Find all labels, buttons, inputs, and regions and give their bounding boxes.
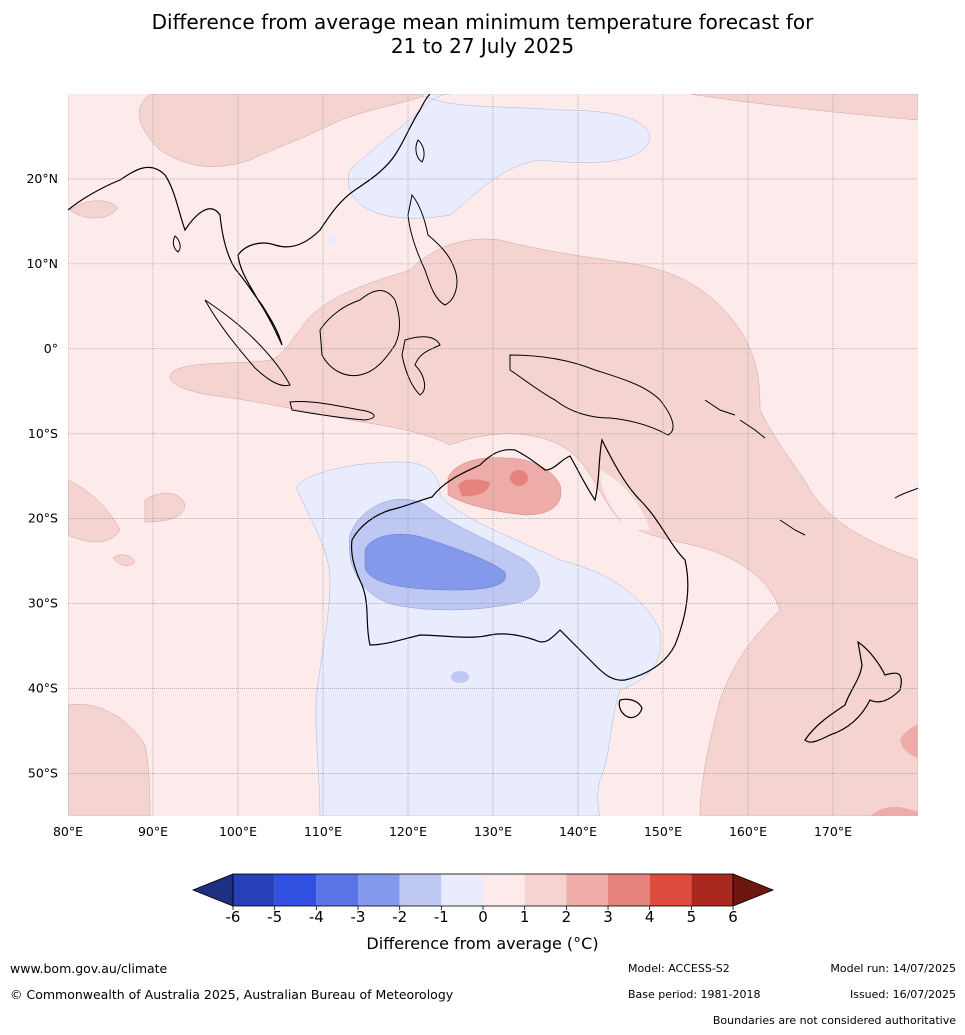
- colorbar-tick-label: 5: [687, 908, 697, 926]
- colorbar-labels: -6 -5 -4 -3 -2 -1 0 1 2 3 4 5 6: [226, 908, 738, 926]
- colorbar-segment: [441, 874, 484, 906]
- colorbar-tick-label: -3: [351, 908, 366, 926]
- title-line-1: Difference from average mean minimum tem…: [151, 10, 814, 34]
- latitude-tick-label: 40°S: [28, 681, 58, 696]
- map-title: Difference from average mean minimum tem…: [0, 10, 965, 58]
- footer-model: Model: ACCESS-S2: [628, 962, 730, 975]
- colorbar-tick-label: -6: [226, 908, 241, 926]
- java-outline: [289, 401, 375, 421]
- colorbar-segment: [316, 874, 359, 906]
- footer-model-run: Model run: 14/07/2025: [830, 962, 956, 975]
- colorbar-extend-low: [191, 873, 234, 907]
- colorbar-tick-label: 1: [520, 908, 530, 926]
- colorbar-segment: [358, 874, 400, 906]
- colorbar-tick-label: 2: [562, 908, 572, 926]
- latitude-tick-label: 30°S: [28, 596, 58, 611]
- longitude-tick-label: 130°E: [474, 824, 512, 839]
- latitude-tick-label: 50°S: [28, 766, 58, 781]
- anomaly-band-1-2: [68, 94, 918, 816]
- footer-base-period: Base period: 1981-2018: [628, 988, 761, 1001]
- colorbar-tick-label: -4: [309, 908, 324, 926]
- map-area: [68, 94, 918, 816]
- latitude-tick-label: 10°N: [26, 256, 58, 271]
- latitude-tick-label: 0°: [44, 341, 58, 356]
- taiwan-outline: [415, 139, 425, 163]
- colorbar-segment: [483, 874, 525, 906]
- latitude-tick-label: 10°S: [28, 426, 58, 441]
- colorbar-segment: [399, 874, 442, 906]
- longitude-tick-label: 90°E: [138, 824, 168, 839]
- latitude-labels: 20°N 10°N 0° 10°S 20°S 30°S 40°S 50°S: [26, 171, 58, 781]
- colorbar-segment: [608, 874, 650, 906]
- colorbar-title: Difference from average (°C): [366, 934, 599, 953]
- footer-copyright: © Commonwealth of Australia 2025, Austra…: [10, 987, 454, 1002]
- new-zealand-outline: [804, 640, 902, 743]
- colorbar-tick-label: -5: [267, 908, 282, 926]
- longitude-labels: 80°E 90°E 100°E 110°E 120°E 130°E 140°E 150°E 16…: [53, 824, 852, 839]
- longitude-tick-label: 170°E: [814, 824, 852, 839]
- sri-lanka-outline: [172, 235, 181, 253]
- longitude-tick-label: 110°E: [304, 824, 342, 839]
- longitude-tick-label: 80°E: [53, 824, 83, 839]
- australia-outline: [350, 438, 689, 681]
- colorbar-tick-label: 3: [603, 908, 613, 926]
- footer-website: www.bom.gov.au/climate: [10, 961, 168, 976]
- new-guinea-outline: [509, 354, 674, 436]
- asia-coastline: [68, 94, 431, 346]
- colorbar-tick-label: -2: [392, 908, 407, 926]
- sumatra-outline: [204, 299, 291, 387]
- longitude-tick-label: 140°E: [559, 824, 597, 839]
- colorbar-extend-high: [732, 873, 775, 907]
- colorbar-segment: [524, 874, 567, 906]
- philippines-outline: [407, 193, 458, 306]
- colorbar-tick-label: 0: [478, 908, 488, 926]
- colorbar-tick-label: 4: [645, 908, 655, 926]
- tasmania-outline: [618, 698, 643, 719]
- colorbar-segment: [233, 874, 275, 906]
- latitude-tick-label: 20°N: [26, 171, 58, 186]
- colorbar: [191, 873, 775, 910]
- colorbar-tick-label: -1: [434, 908, 449, 926]
- anomaly-negative-region: [295, 94, 662, 816]
- borneo-outline: [319, 290, 400, 377]
- colorbar-segment: [691, 874, 734, 906]
- colorbar-tick-label: 6: [728, 908, 738, 926]
- graticule: [68, 94, 918, 816]
- title-line-2: 21 to 27 July 2025: [390, 34, 575, 58]
- longitude-tick-label: 150°E: [644, 824, 682, 839]
- anomaly-positive-hotspot: [447, 457, 918, 816]
- latitude-tick-label: 20°S: [28, 511, 58, 526]
- footer-disclaimer: Boundaries are not considered authoritat…: [712, 1014, 956, 1027]
- longitude-tick-label: 100°E: [219, 824, 257, 839]
- colorbar-segment: [649, 874, 692, 906]
- pacific-islands: [704, 399, 918, 536]
- longitude-tick-label: 160°E: [729, 824, 767, 839]
- colorbar-segment: [566, 874, 609, 906]
- sulawesi-outline: [401, 336, 441, 396]
- longitude-tick-label: 120°E: [389, 824, 427, 839]
- footer-issued: Issued: 16/07/2025: [849, 988, 956, 1001]
- colorbar-segment: [274, 874, 317, 906]
